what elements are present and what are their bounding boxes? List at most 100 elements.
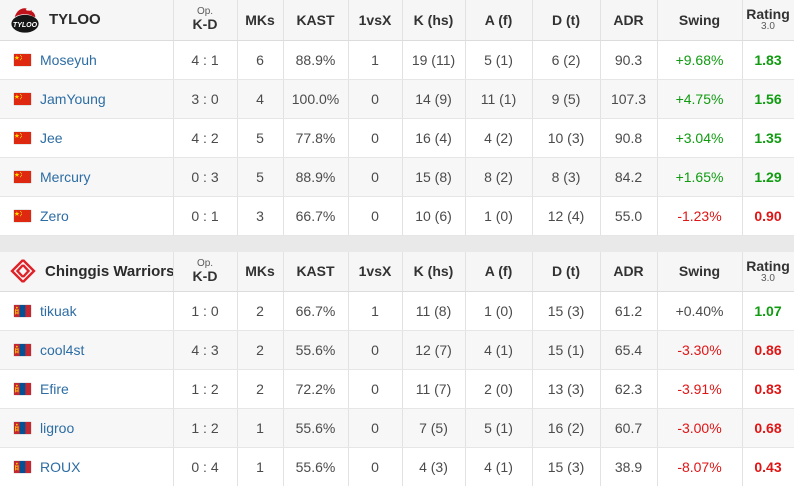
stat-a-f: 2 (0) <box>465 369 533 409</box>
player-name-link[interactable]: Zero <box>40 207 69 224</box>
stat-a-f: 5 (1) <box>465 408 533 448</box>
stat-adr: 61.2 <box>600 291 658 331</box>
player-name-link[interactable]: Jee <box>40 129 63 146</box>
stat-rating: 0.43 <box>742 447 794 486</box>
player-name-link[interactable]: Moseyuh <box>40 51 97 68</box>
player-name-link[interactable]: ROUX <box>40 459 81 475</box>
column-header-op-label: Op. <box>196 6 214 18</box>
column-header-k-hs: K (hs) <box>402 251 466 292</box>
stat-mks: 2 <box>237 330 284 370</box>
player-name-link[interactable]: Efire <box>40 381 69 397</box>
stat-d-t: 16 (2) <box>532 408 601 448</box>
player-cell: Zero <box>0 196 174 236</box>
team-header-row: TYLOO TYLOO Op. K-D MKs KAST 1vsX K (hs) <box>0 0 794 41</box>
flag-mn-icon <box>14 383 31 395</box>
column-header-rating: Rating 3.0 <box>742 251 794 292</box>
stat-adr: 60.7 <box>600 408 658 448</box>
stat-1vsx: 0 <box>348 369 403 409</box>
flag-cn-icon <box>14 131 31 144</box>
column-header-adr: ADR <box>600 0 658 41</box>
team-name[interactable]: Chinggis Warriors <box>45 262 173 280</box>
column-header-rating: Rating 3.0 <box>742 0 794 41</box>
stat-swing: -3.91% <box>657 369 743 409</box>
column-header-1vsx: 1vsX <box>348 251 403 292</box>
stat-kast: 77.8% <box>283 118 349 158</box>
column-header-op-kd: Op. K-D <box>173 251 238 292</box>
stat-rating: 1.56 <box>742 79 794 119</box>
stat-1vsx: 0 <box>348 79 403 119</box>
stat-a-f: 5 (1) <box>465 40 533 80</box>
stat-swing: +3.04% <box>657 118 743 158</box>
stat-op-kd: 4 : 2 <box>173 118 238 158</box>
stat-swing: -8.07% <box>657 447 743 486</box>
column-header-mks: MKs <box>237 251 284 292</box>
column-header-kast: KAST <box>283 0 349 41</box>
player-name-link[interactable]: tikuak <box>40 303 77 319</box>
stat-rating: 1.35 <box>742 118 794 158</box>
team-name[interactable]: TYLOO <box>49 11 101 29</box>
stat-k-hs: 19 (11) <box>402 40 466 80</box>
column-header-op-kd: Op. K-D <box>173 0 238 41</box>
stat-a-f: 4 (1) <box>465 330 533 370</box>
column-header-d-t: D (t) <box>532 0 601 41</box>
stat-d-t: 10 (3) <box>532 118 601 158</box>
chinggis-warriors-players-body: tikuak 1 : 0 2 66.7% 1 11 (8) 1 (0) 15 (… <box>0 291 794 486</box>
stat-mks: 4 <box>237 79 284 119</box>
player-cell: Efire <box>0 369 174 409</box>
player-row: tikuak 1 : 0 2 66.7% 1 11 (8) 1 (0) 15 (… <box>0 291 794 331</box>
team-table-chinggis-warriors: Chinggis Warriors Op. K-D MKs KAST 1vsX … <box>0 251 794 486</box>
stat-rating: 1.83 <box>742 40 794 80</box>
stat-1vsx: 0 <box>348 408 403 448</box>
column-header-swing: Swing <box>657 0 743 41</box>
stat-d-t: 13 (3) <box>532 369 601 409</box>
player-row: Jee 4 : 2 5 77.8% 0 16 (4) 4 (2) 10 (3) … <box>0 118 794 158</box>
stat-swing: +0.40% <box>657 291 743 331</box>
stat-op-kd: 1 : 2 <box>173 408 238 448</box>
player-row: Efire 1 : 2 2 72.2% 0 11 (7) 2 (0) 13 (3… <box>0 369 794 409</box>
column-header-a-f: A (f) <box>465 0 533 41</box>
column-header-1vsx: 1vsX <box>348 0 403 41</box>
stat-mks: 2 <box>237 369 284 409</box>
player-name-link[interactable]: Mercury <box>40 168 91 185</box>
stat-a-f: 11 (1) <box>465 79 533 119</box>
team-table-tyloo: TYLOO TYLOO Op. K-D MKs KAST 1vsX K (hs) <box>0 0 794 236</box>
player-cell: ligroo <box>0 408 174 448</box>
stat-rating: 0.90 <box>742 196 794 236</box>
stat-rating: 0.83 <box>742 369 794 409</box>
stat-kast: 66.7% <box>283 291 349 331</box>
column-header-swing: Swing <box>657 251 743 292</box>
stat-mks: 1 <box>237 408 284 448</box>
stat-d-t: 12 (4) <box>532 196 601 236</box>
stat-swing: -1.23% <box>657 196 743 236</box>
column-header-kd-label: K-D <box>192 16 218 33</box>
stat-op-kd: 3 : 0 <box>173 79 238 119</box>
tyloo-logo-icon[interactable]: TYLOO <box>10 5 40 35</box>
table-gap <box>0 235 794 252</box>
player-cell: tikuak <box>0 291 174 331</box>
stat-a-f: 4 (1) <box>465 447 533 486</box>
svg-text:TYLOO: TYLOO <box>13 22 38 29</box>
flag-cn-icon <box>14 209 31 222</box>
player-row: ligroo 1 : 2 1 55.6% 0 7 (5) 5 (1) 16 (2… <box>0 408 794 448</box>
stat-kast: 88.9% <box>283 157 349 197</box>
player-cell: cool4st <box>0 330 174 370</box>
chinggis-warriors-logo-icon[interactable] <box>10 256 36 286</box>
stat-adr: 65.4 <box>600 330 658 370</box>
player-cell: JamYoung <box>0 79 174 119</box>
player-name-link[interactable]: ligroo <box>40 420 75 436</box>
stat-swing: -3.00% <box>657 408 743 448</box>
stat-op-kd: 4 : 3 <box>173 330 238 370</box>
stat-kast: 55.6% <box>283 447 349 486</box>
player-row: Zero 0 : 1 3 66.7% 0 10 (6) 1 (0) 12 (4)… <box>0 196 794 236</box>
stat-mks: 6 <box>237 40 284 80</box>
player-name-link[interactable]: JamYoung <box>40 90 106 107</box>
player-row: cool4st 4 : 3 2 55.6% 0 12 (7) 4 (1) 15 … <box>0 330 794 370</box>
stat-1vsx: 0 <box>348 196 403 236</box>
column-header-k-hs: K (hs) <box>402 0 466 41</box>
stat-rating: 1.07 <box>742 291 794 331</box>
stat-mks: 5 <box>237 157 284 197</box>
player-name-link[interactable]: cool4st <box>40 342 85 358</box>
stat-op-kd: 1 : 2 <box>173 369 238 409</box>
column-header-a-f: A (f) <box>465 251 533 292</box>
stat-1vsx: 0 <box>348 447 403 486</box>
